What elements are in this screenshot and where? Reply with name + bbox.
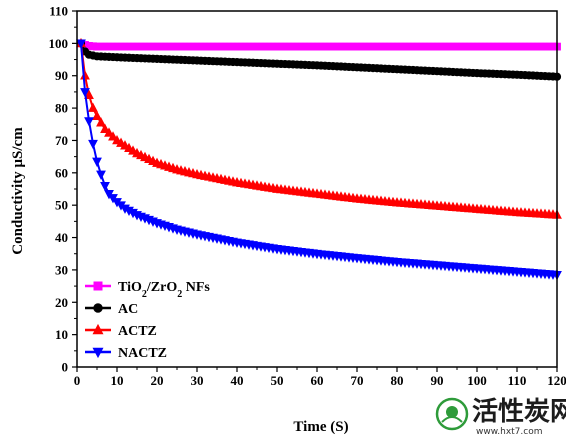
data-point: [100, 123, 110, 133]
data-point: [88, 102, 98, 112]
y-tick-label: 90: [55, 68, 68, 83]
y-tick-label: 40: [55, 230, 68, 245]
y-tick-label: 70: [55, 133, 68, 148]
y-tick-label: 0: [62, 360, 69, 375]
data-point: [92, 157, 102, 167]
watermark: 活性炭网 www.hxt7.com: [435, 397, 566, 437]
x-tick-label: 60: [311, 373, 324, 388]
legend-item: AC: [85, 302, 138, 317]
x-tick-label: 100: [467, 373, 487, 388]
data-point: [80, 88, 90, 98]
legend-item: ACTZ: [85, 323, 157, 339]
data-point: [96, 117, 106, 127]
x-tick-label: 0: [74, 373, 81, 388]
series-nactz: [76, 39, 562, 281]
legend-label: TiO2/ZrO2 NFs: [118, 280, 210, 300]
legend-label: AC: [118, 302, 138, 317]
legend-marker: [93, 303, 103, 313]
y-axis-title: Conductivity µS/cm: [10, 127, 26, 255]
legend-item: NACTZ: [85, 346, 167, 361]
y-tick-label: 60: [55, 165, 68, 180]
legend-marker: [92, 347, 104, 359]
x-axis-title: Time (S): [293, 419, 348, 435]
watermark-logo-icon: [435, 397, 469, 431]
x-tick-label: 10: [111, 373, 124, 388]
axis-ticks: 0 10 20 30 40 50 60 70 80 90 100 110 120 0 10 20 30 40 50 6…: [49, 4, 566, 389]
y-tick-label: 110: [49, 4, 68, 19]
y-tick-label: 100: [49, 36, 69, 51]
data-point: [84, 89, 94, 99]
y-tick-label: 20: [55, 295, 68, 310]
data-point: [80, 70, 90, 80]
plot-frame: [76, 10, 558, 368]
legend-label: ACTZ: [118, 324, 157, 339]
x-tick-label: 40: [231, 373, 244, 388]
x-tick-label: 90: [431, 373, 444, 388]
y-tick-label: 50: [55, 198, 68, 213]
x-tick-label: 110: [508, 373, 527, 388]
y-tick-label: 30: [55, 262, 68, 277]
watermark-url: www.hxt7.com: [476, 427, 543, 437]
series-actz: [76, 37, 562, 219]
x-tick-label: 50: [271, 373, 284, 388]
data-point: [96, 170, 106, 180]
series-tio2-zro2-nfs: [77, 39, 561, 51]
data-point: [108, 131, 118, 141]
y-tick-label: 80: [55, 101, 68, 116]
data-point: [92, 110, 102, 121]
data-point: [88, 139, 98, 150]
data-point: [76, 39, 86, 49]
legend-marker: [92, 323, 104, 335]
x-tick-label: 80: [391, 373, 404, 388]
data-point: [100, 181, 110, 192]
x-tick-label: 30: [191, 373, 204, 388]
data-point: [104, 127, 114, 137]
data-point: [84, 117, 94, 127]
legend-marker: [93, 281, 103, 291]
watermark-text: 活性炭网: [472, 397, 566, 427]
y-tick-label: 10: [55, 327, 68, 342]
series-ac: [76, 39, 562, 81]
legend-item: TiO2/ZrO2 NFs: [85, 280, 210, 300]
series-layer: [76, 37, 562, 281]
legend: TiO2/ZrO2 NFs AC ACTZ NACTZ: [85, 280, 210, 361]
legend-label: NACTZ: [118, 346, 167, 361]
x-tick-label: 70: [351, 373, 364, 388]
x-tick-label: 120: [547, 373, 566, 388]
x-tick-label: 20: [151, 373, 164, 388]
